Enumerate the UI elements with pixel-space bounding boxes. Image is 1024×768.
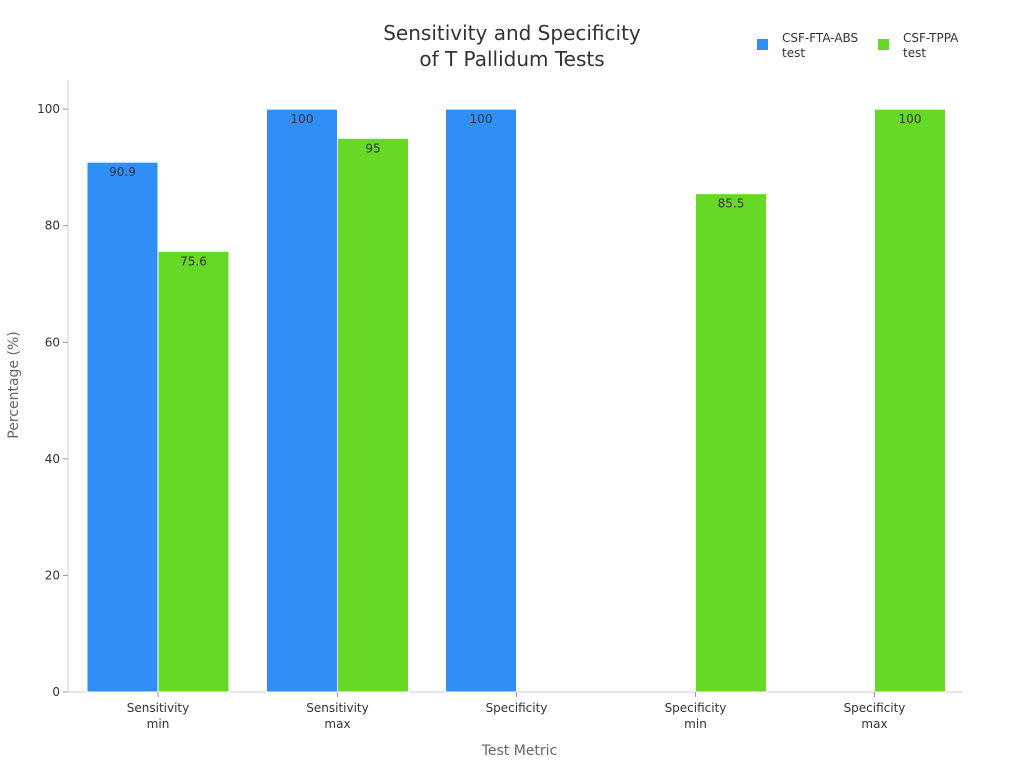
- legend-label-line: CSF-TPPA: [903, 31, 959, 45]
- y-tick-label: 100: [37, 102, 60, 116]
- y-axis-title: Percentage (%): [6, 331, 22, 438]
- data-label: 75.6: [180, 254, 207, 268]
- y-tick-label: 80: [45, 219, 60, 233]
- data-label: 85.5: [718, 197, 745, 211]
- legend-label-line: CSF-FTA-ABS: [782, 31, 859, 45]
- legend-label-line: test: [903, 46, 927, 60]
- legend-item-csf-fta-abs: CSF-FTA-ABS test: [757, 31, 858, 61]
- legend-swatch-csf-fta-abs: [757, 39, 768, 50]
- x-tick-label: min: [147, 717, 170, 731]
- chart-title: Sensitivity and Specificity of T Pallidu…: [312, 20, 712, 72]
- x-tick-label: Sensitivity: [306, 701, 368, 715]
- bar-csf-tppa-test-1: [337, 137, 409, 693]
- x-tick-label: Specificity: [665, 701, 727, 715]
- legend-label-csf-fta-abs: CSF-FTA-ABS test: [782, 31, 858, 61]
- y-tick-label: 20: [45, 568, 60, 582]
- y-tick-label: 60: [45, 335, 60, 349]
- x-tick-label: max: [324, 717, 350, 731]
- x-axis-title: Test Metric: [481, 743, 558, 759]
- data-label: 100: [291, 112, 314, 126]
- legend-label-line: test: [782, 46, 806, 60]
- y-tick-label: 40: [45, 452, 60, 466]
- x-tick-label: Specificity: [844, 701, 906, 715]
- bar-csf-tppa-test-0: [157, 250, 230, 693]
- legend-swatch-csf-tppa: [878, 39, 889, 50]
- legend-label-csf-tppa: CSF-TPPA test: [903, 31, 958, 61]
- y-tick-label: 0: [52, 685, 60, 699]
- chart-title-line-1: Sensitivity and Specificity: [383, 21, 641, 45]
- bar-csf-tppa-test-3: [695, 193, 767, 693]
- data-label: 90.9: [109, 165, 136, 179]
- chart-title-line-2: of T Pallidum Tests: [419, 47, 605, 71]
- bar-csf-fta-abs-test-0: [86, 161, 159, 693]
- bar-csf-fta-abs-test-2: [445, 108, 517, 693]
- legend-item-csf-tppa: CSF-TPPA test: [878, 31, 958, 61]
- bar-csf-fta-abs-test-1: [266, 108, 338, 693]
- x-tick-label: min: [684, 717, 707, 731]
- bar-csf-tppa-test-4: [874, 108, 946, 693]
- x-tick-label: max: [861, 717, 887, 731]
- data-label: 95: [365, 141, 380, 155]
- x-tick-label: Specificity: [486, 701, 548, 715]
- data-label: 100: [470, 112, 493, 126]
- x-tick-label: Sensitivity: [127, 701, 189, 715]
- data-label: 100: [899, 112, 922, 126]
